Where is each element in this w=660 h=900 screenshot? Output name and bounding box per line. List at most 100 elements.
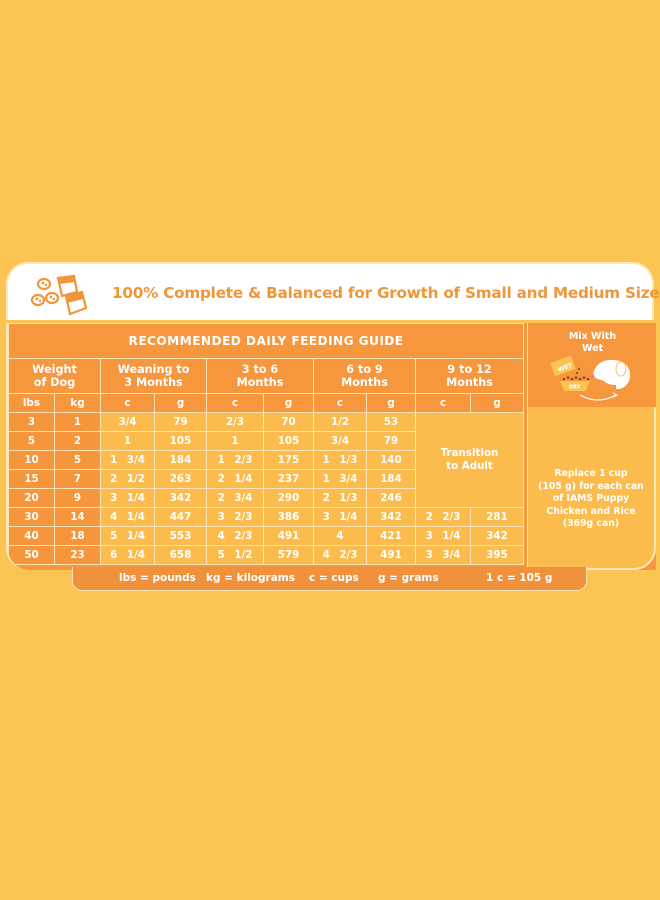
cell-3to6-cups: 5 1/2 <box>206 545 264 565</box>
unit-cups: c <box>313 393 367 413</box>
cell-9to12-grams: 281 <box>469 507 525 527</box>
cell-weaning-grams: 184 <box>154 450 207 470</box>
cell-lbs: 3 <box>8 412 55 432</box>
table-row: 15 7 2 1/2 263 2 1/4 237 1 3/4 184 <box>8 469 524 489</box>
cell-6to9-grams: 342 <box>366 507 416 527</box>
header-9-to-12: 9 to 12 Months <box>414 358 525 394</box>
cell-3to6-cups: 2 1/4 <box>206 469 264 489</box>
cell-6to9-grams: 421 <box>366 526 416 546</box>
replace-note: Replace 1 cup (105 g) for each can of IA… <box>538 468 644 529</box>
unit-cups: c <box>206 393 264 413</box>
legend-cup-conversion: 1 c = 105 g <box>486 572 553 584</box>
unit-lbs: lbs <box>8 393 55 413</box>
header-6-to-9: 6 to 9 Months <box>313 358 416 394</box>
header-3-to-6: 3 to 6 Months <box>206 358 314 394</box>
cell-kg: 18 <box>54 526 101 546</box>
cell-6to9-grams: 79 <box>366 431 416 451</box>
cell-weaning-cups: 1 <box>100 431 155 451</box>
cell-3to6-grams: 386 <box>263 507 314 527</box>
cell-weaning-cups: 3 1/4 <box>100 488 155 508</box>
guide-header: 100% Complete & Balanced for Growth of S… <box>6 262 660 320</box>
cell-weaning-cups: 3/4 <box>100 412 155 432</box>
cell-6to9-cups: 1 1/3 <box>313 450 367 470</box>
legend-kg: kg = kilograms <box>206 572 295 584</box>
cell-lbs: 15 <box>8 469 55 489</box>
cell-weaning-grams: 79 <box>154 412 207 432</box>
unit-cups: c <box>100 393 155 413</box>
headline: 100% Complete & Balanced for Growth of S… <box>112 284 660 302</box>
header-weight-of-dog: Weight of Dog <box>8 358 101 394</box>
kibble-and-cups-icon <box>30 274 88 316</box>
cell-6to9-grams: 140 <box>366 450 416 470</box>
cell-lbs: 50 <box>8 545 55 565</box>
cell-3to6-grams: 579 <box>263 545 314 565</box>
cell-weaning-cups: 4 1/4 <box>100 507 155 527</box>
legend-grams: g = grams <box>378 572 439 584</box>
cell-9to12-cups: 3 3/4 <box>415 545 471 565</box>
cell-6to9-cups: 2 1/3 <box>313 488 367 508</box>
unit-grams: g <box>469 393 525 413</box>
cell-kg: 23 <box>54 545 101 565</box>
cell-6to9-cups: 4 <box>313 526 367 546</box>
cell-6to9-cups: 1/2 <box>313 412 367 432</box>
cell-weaning-grams: 263 <box>154 469 207 489</box>
cell-6to9-grams: 246 <box>366 488 416 508</box>
cell-kg: 1 <box>54 412 101 432</box>
unit-grams: g <box>154 393 207 413</box>
table-title: RECOMMENDED DAILY FEEDING GUIDE <box>8 323 525 359</box>
cell-3to6-cups: 3 2/3 <box>206 507 264 527</box>
mix-with-wet-panel: Mix With Wet WET DRY <box>527 323 656 407</box>
table-row: 10 5 1 3/4 184 1 2/3 175 1 1/3 140 <box>8 450 524 470</box>
feeding-table: RECOMMENDED DAILY FEEDING GUIDE Weight of… <box>8 323 525 565</box>
cell-9to12-cups: 2 2/3 <box>415 507 471 527</box>
cell-weaning-grams: 658 <box>154 545 207 565</box>
cell-6to9-grams: 184 <box>366 469 416 489</box>
cell-weaning-cups: 5 1/4 <box>100 526 155 546</box>
cell-9to12-grams: 395 <box>469 545 525 565</box>
svg-text:DRY: DRY <box>569 385 581 391</box>
cell-9to12-grams: 342 <box>469 526 525 546</box>
cell-weaning-cups: 6 1/4 <box>100 545 155 565</box>
cell-6to9-cups: 3/4 <box>313 431 367 451</box>
cell-9to12-cups: 3 1/4 <box>415 526 471 546</box>
units-legend: lbs = pounds kg = kilograms c = cups g =… <box>72 567 587 591</box>
unit-grams: g <box>366 393 416 413</box>
unit-kg: kg <box>54 393 101 413</box>
cell-lbs: 5 <box>8 431 55 451</box>
cell-3to6-grams: 105 <box>263 431 314 451</box>
cell-lbs: 20 <box>8 488 55 508</box>
cell-3to6-grams: 70 <box>263 412 314 432</box>
table-row: 50 23 6 1/4 658 5 1/2 579 4 2/3 491 3 3/… <box>8 545 525 565</box>
feeding-guide-card: 100% Complete & Balanced for Growth of S… <box>0 262 660 570</box>
period-header-row: Weight of Dog Weaning to 3 Months 3 to 6 Mo… <box>8 358 525 394</box>
table-row: 40 18 5 1/4 553 4 2/3 491 4 421 3 1/4 34… <box>8 526 525 546</box>
header-weaning: Weaning to 3 Months <box>100 358 207 394</box>
cell-3to6-grams: 491 <box>263 526 314 546</box>
cell-kg: 5 <box>54 450 101 470</box>
table-row: 20 9 3 1/4 342 2 3/4 290 2 1/3 246 <box>8 488 524 508</box>
cell-3to6-grams: 175 <box>263 450 314 470</box>
cell-3to6-grams: 237 <box>263 469 314 489</box>
unit-grams: g <box>263 393 314 413</box>
legend-cups: c = cups <box>309 572 359 584</box>
cell-6to9-cups: 1 3/4 <box>313 469 367 489</box>
cell-kg: 7 <box>54 469 101 489</box>
table-row: 30 14 4 1/4 447 3 2/3 386 3 1/4 342 2 2/… <box>8 507 525 527</box>
cell-lbs: 30 <box>8 507 55 527</box>
cell-3to6-cups: 2 3/4 <box>206 488 264 508</box>
cell-weaning-grams: 342 <box>154 488 207 508</box>
cell-6to9-cups: 4 2/3 <box>313 545 367 565</box>
svg-text:WET: WET <box>557 362 574 374</box>
feeding-table-panel: RECOMMENDED DAILY FEEDING GUIDE Weight of… <box>6 323 656 570</box>
cell-3to6-cups: 1 <box>206 431 264 451</box>
cell-weaning-grams: 553 <box>154 526 207 546</box>
cell-6to9-grams: 53 <box>366 412 416 432</box>
cell-3to6-grams: 290 <box>263 488 314 508</box>
cell-kg: 2 <box>54 431 101 451</box>
mix-with-wet-title: Mix With Wet <box>568 331 617 354</box>
cell-lbs: 10 <box>8 450 55 470</box>
cell-lbs: 40 <box>8 526 55 546</box>
cell-6to9-cups: 3 1/4 <box>313 507 367 527</box>
cell-3to6-cups: 2/3 <box>206 412 264 432</box>
transition-to-adult: Transition to Adult <box>414 412 525 508</box>
